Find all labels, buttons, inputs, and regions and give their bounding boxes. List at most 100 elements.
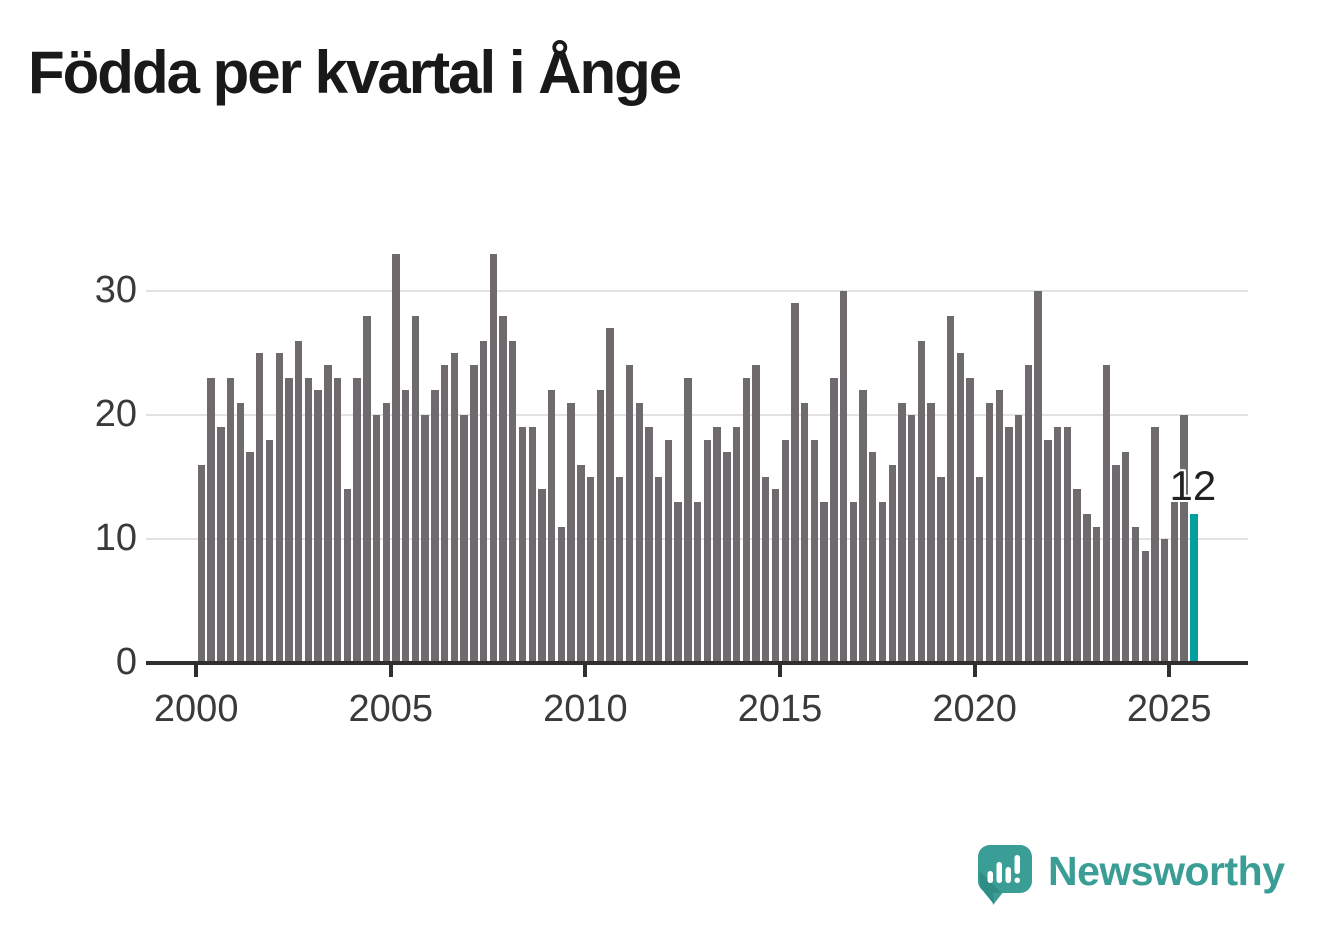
bar-2002-q2 [285, 377, 293, 663]
x-axis-line [146, 661, 1248, 665]
bar-2006-q4 [460, 415, 468, 663]
bar-2023-q3 [1112, 464, 1120, 663]
bar-2001-q3 [256, 353, 264, 663]
bar-2021-q2 [1024, 365, 1033, 663]
bar-2012-q2 [674, 501, 682, 663]
bar-2019-q2 [946, 315, 955, 663]
bar-2018-q2 [907, 415, 916, 663]
bar-2015-q2 [791, 303, 799, 663]
bar-2010-q1 [586, 477, 595, 663]
newsworthy-bubble-chart-icon [978, 845, 1032, 905]
bar-2003-q1 [314, 390, 322, 663]
y-gridline [146, 290, 1248, 292]
bar-2024-q4 [1160, 539, 1169, 663]
bar-2018-q1 [898, 402, 906, 663]
bar-2014-q4 [771, 489, 780, 663]
bar-2020-q2 [985, 402, 994, 663]
chart-title: Födda per kvartal i Ånge [28, 39, 682, 106]
y-gridline [146, 414, 1248, 416]
bar-2021-q4 [1044, 439, 1052, 663]
bar-2004-q1 [353, 377, 361, 663]
bar-2021-q1 [1015, 415, 1023, 663]
bar-2017-q2 [869, 452, 877, 663]
bar-2018-q4 [927, 402, 935, 663]
bar-2009-q1 [547, 390, 556, 663]
bar-2008-q2 [518, 427, 527, 663]
bar-2000-q4 [226, 377, 235, 663]
bar-2020-q1 [976, 477, 984, 663]
bar-2010-q3 [606, 328, 614, 663]
x-axis-label: 2020 [932, 688, 1017, 730]
bar-2009-q3 [567, 402, 575, 663]
bar-2004-q3 [372, 415, 381, 663]
bar-2005-q4 [421, 415, 429, 663]
x-axis-tick [583, 665, 588, 677]
x-axis-label: 2025 [1126, 688, 1212, 730]
y-axis-label: 20 [94, 393, 137, 436]
x-axis-label: 2000 [153, 688, 239, 730]
bar-2000-q3 [217, 427, 225, 663]
bar-2022-q2 [1063, 427, 1072, 663]
bar-2014-q3 [762, 477, 770, 663]
bar-2023-q1 [1092, 526, 1101, 663]
bar-2012-q1 [664, 439, 673, 663]
last-value-annotation: 12 [1169, 462, 1217, 510]
bar-2018-q3 [917, 340, 926, 663]
bar-2017-q1 [859, 390, 867, 663]
highlighted-bar [1190, 514, 1198, 663]
y-axis-label: 0 [115, 641, 137, 684]
newsworthy-logo: Newsworthy [978, 845, 1285, 906]
bar-2007-q2 [479, 340, 488, 663]
bar-2007-q3 [489, 253, 497, 663]
bar-2002-q4 [304, 377, 313, 663]
bar-2011-q3 [645, 427, 653, 663]
x-axis-tick [194, 665, 199, 677]
bar-2002-q1 [275, 353, 283, 663]
bar-2010-q4 [616, 477, 624, 663]
bar-2022-q4 [1083, 514, 1091, 663]
bar-2015-q4 [810, 439, 819, 663]
bar-2009-q2 [557, 526, 566, 663]
bar-2017-q3 [878, 501, 887, 663]
bar-2005-q3 [411, 315, 420, 663]
bar-2016-q2 [830, 377, 838, 663]
bar-2006-q2 [440, 365, 449, 663]
bar-2024-q1 [1131, 526, 1140, 663]
x-axis-label: 2010 [543, 688, 628, 730]
bar-2016-q3 [839, 291, 848, 663]
bar-2020-q4 [1005, 427, 1013, 663]
x-axis-tick [972, 665, 977, 677]
x-axis-label: 2005 [348, 688, 434, 730]
bar-2005-q1 [392, 253, 400, 663]
y-axis-label: 30 [94, 269, 137, 312]
bar-2003-q3 [333, 377, 342, 663]
bar-2015-q1 [781, 439, 789, 663]
bar-2017-q4 [888, 464, 896, 663]
bar-2001-q1 [236, 402, 244, 663]
bar-2001-q4 [265, 439, 274, 663]
bar-2000-q2 [207, 377, 215, 663]
bar-2005-q2 [402, 390, 410, 663]
bar-2021-q3 [1034, 291, 1042, 663]
bar-2003-q2 [324, 365, 332, 663]
bar-2023-q2 [1102, 365, 1110, 663]
bar-2013-q4 [732, 427, 741, 663]
bar-2000-q1 [197, 464, 206, 663]
bar-2003-q4 [343, 489, 352, 663]
bar-2004-q2 [363, 315, 371, 663]
bar-2013-q3 [723, 452, 731, 663]
bar-2008-q4 [538, 489, 546, 663]
bar-2007-q4 [499, 315, 507, 663]
bar-2002-q3 [295, 340, 303, 663]
bar-2014-q2 [752, 365, 760, 663]
newsworthy-wordmark: Newsworthy [1048, 848, 1285, 894]
bar-2006-q1 [431, 390, 439, 663]
bar-2016-q4 [849, 501, 857, 663]
bar-2009-q4 [577, 464, 585, 663]
x-axis-tick [388, 665, 393, 677]
bar-2008-q3 [528, 427, 536, 663]
bar-2013-q2 [713, 427, 721, 663]
bar-2016-q1 [820, 501, 828, 663]
bar-2023-q4 [1122, 452, 1130, 663]
bar-2019-q4 [966, 377, 974, 663]
